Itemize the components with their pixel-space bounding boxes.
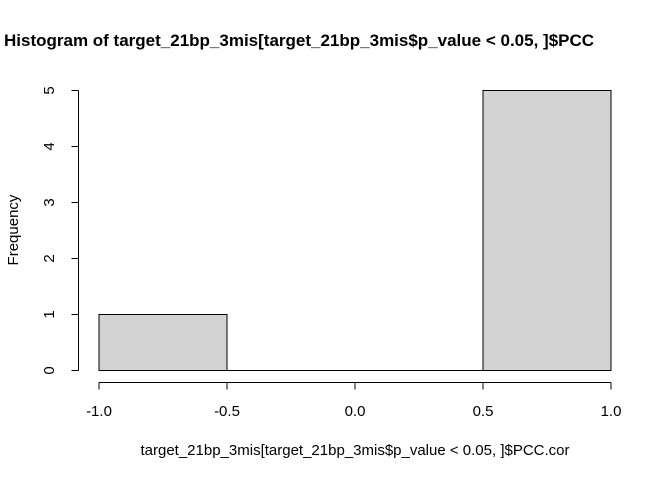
- y-tick-label: 1: [41, 310, 58, 318]
- histogram-bar: [98, 314, 228, 371]
- bars-group: [98, 90, 612, 371]
- x-tick-label: 0.0: [345, 403, 366, 420]
- y-tick-label: 2: [41, 254, 58, 262]
- x-tick-label: -0.5: [214, 403, 240, 420]
- y-tick-label: 4: [41, 142, 58, 150]
- y-tick-label: 3: [41, 198, 58, 206]
- x-tick-label: 0.5: [473, 403, 494, 420]
- x-axis-label: target_21bp_3mis[target_21bp_3mis$p_valu…: [140, 442, 569, 459]
- y-axis-label: Frequency: [5, 194, 22, 265]
- x-tick-label: -1.0: [86, 403, 112, 420]
- histogram-bar: [482, 90, 612, 371]
- y-axis: 0 1 2 3 4 5: [41, 86, 79, 375]
- y-tick-label: 0: [41, 366, 58, 374]
- chart-title: Histogram of target_21bp_3mis[target_21b…: [4, 31, 594, 50]
- y-tick-label: 5: [41, 86, 58, 94]
- x-axis: -1.0 -0.5 0.0 0.5 1.0: [86, 382, 622, 420]
- x-tick-label: 1.0: [601, 403, 622, 420]
